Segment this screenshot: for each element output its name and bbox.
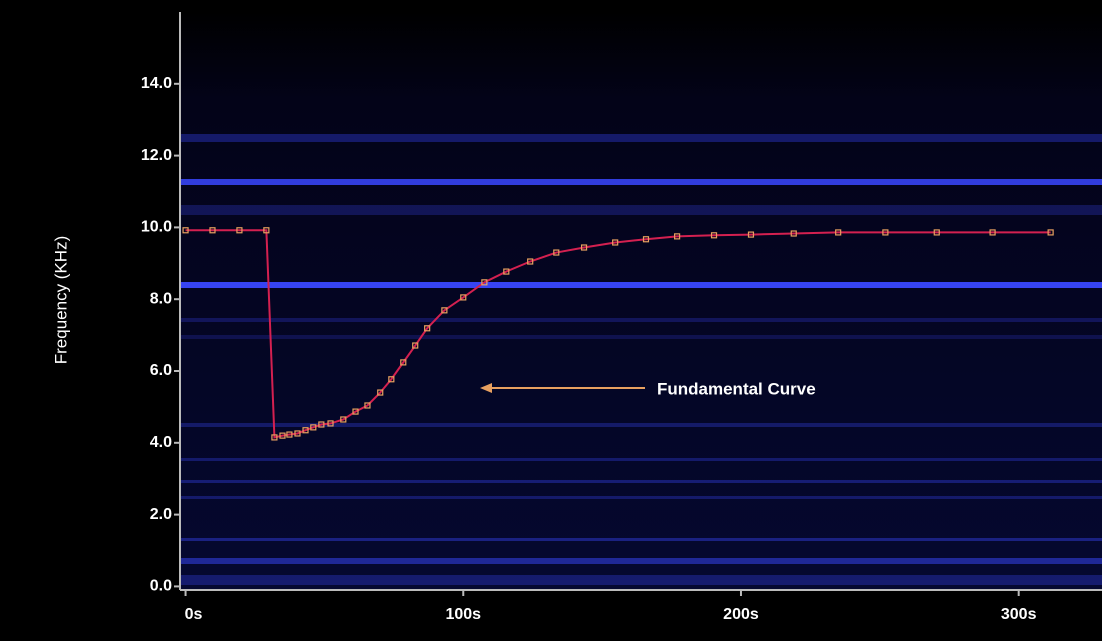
y-tick-label: 8.0: [150, 290, 172, 307]
y-axis-label: Frequency (KHz): [51, 236, 70, 364]
x-tick-label: 200s: [723, 606, 759, 623]
curve-marker: [400, 359, 407, 366]
y-tick-label: 14.0: [141, 75, 172, 92]
annotation-arrowhead: [480, 383, 492, 393]
curve-marker: [182, 227, 189, 234]
curve-marker: [310, 424, 317, 431]
annotation: Fundamental Curve: [657, 379, 816, 398]
curve-marker: [882, 229, 889, 236]
curve-marker: [294, 430, 301, 437]
curve-marker: [674, 233, 681, 240]
curve-marker: [503, 268, 510, 275]
curve-marker: [209, 227, 216, 234]
curve-marker: [1047, 229, 1054, 236]
curve-marker: [424, 325, 431, 332]
y-tick-label: 10.0: [141, 219, 172, 236]
curve-marker: [340, 416, 347, 423]
curve-marker: [271, 434, 278, 441]
curve-marker: [612, 239, 619, 246]
curve-marker: [263, 227, 270, 234]
band: [180, 538, 1102, 541]
curve-marker: [747, 231, 755, 238]
band: [180, 179, 1102, 185]
curve-marker: [302, 427, 309, 434]
curve-marker: [835, 229, 842, 236]
curve-marker: [933, 229, 940, 236]
curve-marker: [441, 307, 448, 314]
band: [180, 205, 1102, 215]
curve-marker: [327, 420, 334, 427]
y-tick-label: 2.0: [150, 506, 172, 523]
curve-marker: [460, 294, 467, 301]
curve-marker: [989, 229, 996, 236]
band: [180, 496, 1102, 499]
curve-marker: [710, 232, 718, 239]
band: [180, 480, 1102, 483]
curve-marker: [642, 236, 650, 243]
spectrogram: [180, 12, 1102, 590]
curve-marker: [364, 402, 371, 409]
y-tick-label: 0.0: [150, 578, 172, 595]
band: [180, 423, 1102, 427]
x-tick-label: 300s: [1001, 606, 1037, 623]
y-tick-label: 12.0: [141, 147, 172, 164]
spectral-bands: [180, 134, 1102, 585]
band: [180, 558, 1102, 564]
x-tick-label: 0s: [185, 606, 203, 623]
curve-marker: [286, 431, 293, 438]
curve-marker: [790, 230, 797, 237]
band: [180, 318, 1102, 322]
band: [180, 575, 1102, 585]
curve-marker: [377, 389, 384, 396]
curve-marker: [553, 249, 560, 256]
band: [180, 134, 1102, 142]
curve-marker: [412, 342, 419, 349]
curve-marker: [580, 244, 588, 251]
curve-marker: [318, 421, 325, 428]
curve-marker: [279, 432, 286, 439]
curve-marker: [388, 376, 395, 383]
x-tick-label: 100s: [445, 606, 481, 623]
y-tick-label: 6.0: [150, 362, 172, 379]
fundamental-curve: [185, 229, 1051, 439]
curve-marker: [481, 279, 488, 286]
curve-marker: [236, 227, 243, 234]
band: [180, 335, 1102, 339]
curve-marker: [527, 258, 534, 265]
band: [180, 458, 1102, 461]
curve-marker: [352, 408, 359, 415]
band: [180, 282, 1102, 288]
y-tick-label: 4.0: [150, 434, 172, 451]
